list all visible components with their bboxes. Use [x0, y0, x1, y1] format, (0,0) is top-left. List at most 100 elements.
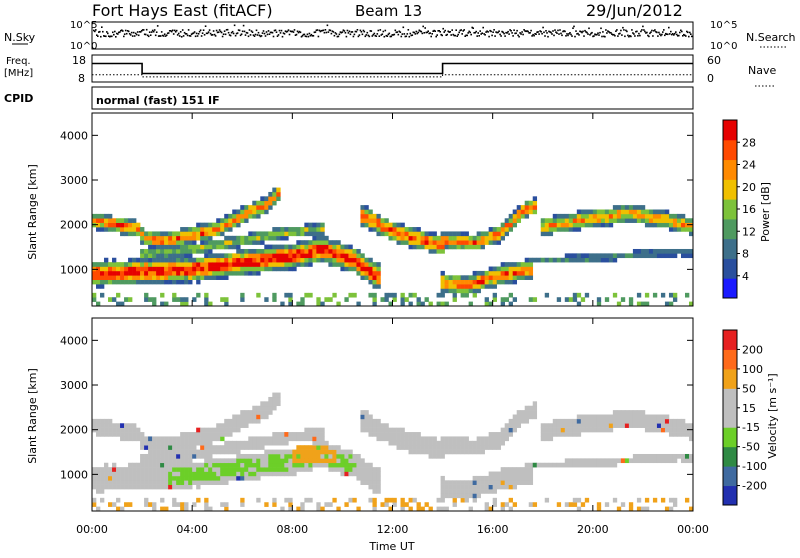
power-cell [344, 244, 349, 250]
velocity-cell [456, 493, 461, 499]
power-cell [296, 240, 301, 245]
velocity-cell [152, 484, 157, 490]
velocity-cell [244, 445, 249, 450]
power-cell [504, 227, 509, 232]
nsky-point [363, 30, 366, 33]
velocity-cell [160, 436, 165, 442]
velocity-cell [464, 489, 469, 494]
velocity-cell [416, 436, 421, 442]
power-cell [608, 257, 614, 263]
nsky-point [369, 30, 372, 32]
power-cell [400, 235, 405, 241]
power-cell [412, 240, 417, 245]
velocity-cell [232, 423, 237, 428]
nsky-point [133, 35, 136, 37]
velocity-cell [256, 410, 261, 415]
nsky-point [209, 32, 212, 35]
nsky-point [436, 34, 438, 36]
power-cell [528, 297, 534, 302]
power-cell [276, 231, 281, 237]
power-cell [360, 209, 365, 215]
power-cell [304, 222, 309, 228]
nsky-point [619, 32, 621, 35]
power-cell [200, 235, 205, 241]
power-cell [112, 297, 117, 302]
velocity-cell [292, 467, 297, 472]
velocity-cell [668, 418, 674, 424]
power-cell [288, 262, 293, 267]
nsky-point [124, 29, 127, 32]
power-cell [164, 253, 169, 259]
velocity-cell [392, 440, 397, 446]
nsky-point [147, 35, 150, 38]
power-cell [280, 248, 285, 254]
velocity-cell [500, 475, 505, 481]
power-cell [376, 218, 381, 223]
nsky-point [551, 33, 553, 35]
power-cell [168, 253, 173, 259]
power-cell [136, 231, 141, 237]
velocity-cell [220, 445, 225, 450]
power-cell [144, 292, 149, 298]
velocity-cell [336, 445, 341, 450]
power-cell [376, 262, 381, 267]
velocity-cell [316, 445, 321, 450]
velocity-cell [504, 484, 509, 490]
power-cell [144, 257, 149, 263]
nsky-point [164, 35, 167, 37]
nsky-point [117, 33, 119, 35]
velocity-cell [368, 423, 373, 428]
nsky-point [503, 32, 505, 35]
velocity-cell [624, 410, 630, 415]
velocity-cell [472, 475, 477, 481]
nsky-point [587, 33, 589, 35]
velocity-cell [200, 480, 205, 485]
velocity-cell [160, 467, 165, 472]
velocity-cell [464, 440, 469, 446]
power-cell [600, 222, 606, 228]
power-cell [216, 227, 221, 232]
power-cell [248, 240, 253, 245]
velocity-cell [668, 506, 674, 512]
power-cell [288, 231, 293, 237]
velocity-cell [344, 449, 349, 455]
velocity-cell [124, 475, 129, 481]
velocity-cell [200, 462, 205, 468]
power-cell [316, 240, 321, 245]
nsky-point [454, 34, 456, 37]
velocity-cell [492, 497, 497, 503]
velocity-cell [280, 471, 285, 477]
velocity-cell [288, 471, 293, 477]
power-cell [464, 240, 469, 245]
velocity-cell [316, 458, 321, 464]
velocity-cell [620, 414, 626, 420]
velocity-cell [244, 410, 249, 415]
nsky-point [386, 35, 389, 37]
power-cell [172, 231, 177, 237]
velocity-cell [288, 449, 293, 455]
velocity-cell [332, 458, 337, 464]
velocity-cell [316, 440, 321, 446]
power-cell [652, 218, 658, 223]
velocity-cell [520, 414, 526, 420]
velocity-cell [256, 445, 261, 450]
power-cell [264, 262, 269, 267]
power-cell [224, 222, 229, 228]
nsky-point [525, 30, 527, 33]
power-cell [108, 218, 113, 223]
power-cell [252, 200, 257, 206]
power-cell [632, 209, 638, 215]
power-cell [212, 231, 217, 237]
velocity-cell [240, 453, 245, 459]
velocity-cell [200, 475, 205, 481]
velocity-cell [268, 453, 273, 459]
velocity-cell [504, 432, 509, 437]
power-cell [448, 284, 453, 289]
power-cell [508, 292, 513, 298]
velocity-cell [452, 493, 457, 499]
velocity-cell [300, 467, 305, 472]
power-cell [460, 288, 465, 294]
power-cell [200, 244, 205, 250]
velocity-cell [244, 418, 249, 424]
power-cell [288, 244, 293, 250]
